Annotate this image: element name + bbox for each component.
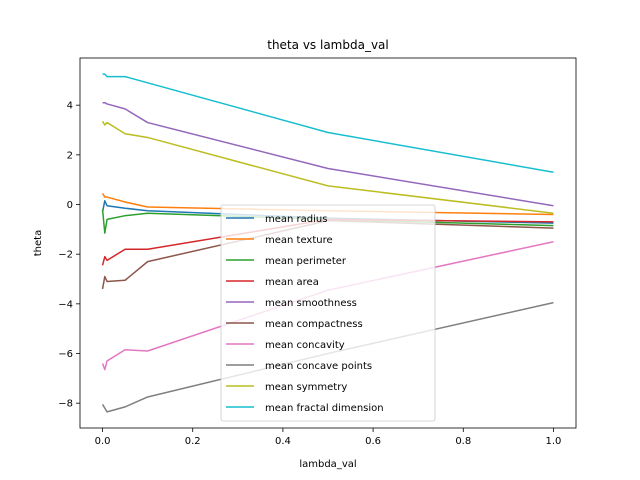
x-axis-label: lambda_val xyxy=(299,459,356,470)
legend-label: mean fractal dimension xyxy=(265,403,384,414)
legend-label: mean perimeter xyxy=(265,256,347,267)
y-axis-label: theta xyxy=(33,230,44,256)
series-line-8 xyxy=(101,120,554,214)
y-tick-label: −8 xyxy=(58,399,73,410)
x-tick-label: 1.0 xyxy=(546,436,562,447)
plot-frame xyxy=(79,57,577,429)
x-tick-label: 0.4 xyxy=(275,436,291,447)
legend-label: mean concave points xyxy=(265,361,372,372)
legend-items: mean radius mean texture mean perimeter mea… xyxy=(226,214,384,414)
series-line-4 xyxy=(102,101,554,207)
legend-label: mean area xyxy=(265,277,319,288)
legend-label: mean texture xyxy=(265,235,333,246)
x-tick-label: 0.8 xyxy=(455,436,471,447)
legend-box xyxy=(220,204,436,422)
legend-label: mean compactness xyxy=(265,319,363,330)
y-tick-label: 0 xyxy=(67,200,73,211)
x-axis-ticks: 0.0 0.2 0.4 0.6 0.8 1.0 xyxy=(95,428,562,447)
legend-label: mean smoothness xyxy=(265,298,357,309)
legend: mean radius mean texture mean perimeter mea… xyxy=(220,204,436,422)
y-tick-label: −4 xyxy=(58,299,73,310)
series-line-9 xyxy=(102,73,554,173)
chart-title: theta vs lambda_val xyxy=(267,38,389,52)
x-tick-label: 0.0 xyxy=(95,436,111,447)
x-tick-label: 0.2 xyxy=(185,436,201,447)
y-axis-ticks: −8 −6 −4 −2 0 2 4 xyxy=(58,101,80,410)
y-tick-label: 4 xyxy=(67,101,73,112)
y-tick-label: −6 xyxy=(58,349,73,360)
y-tick-label: 2 xyxy=(67,150,73,161)
x-tick-label: 0.6 xyxy=(365,436,381,447)
legend-label: mean radius xyxy=(265,214,327,225)
legend-label: mean symmetry xyxy=(265,382,347,393)
legend-label: mean concavity xyxy=(265,340,345,351)
y-tick-label: −2 xyxy=(58,250,73,261)
